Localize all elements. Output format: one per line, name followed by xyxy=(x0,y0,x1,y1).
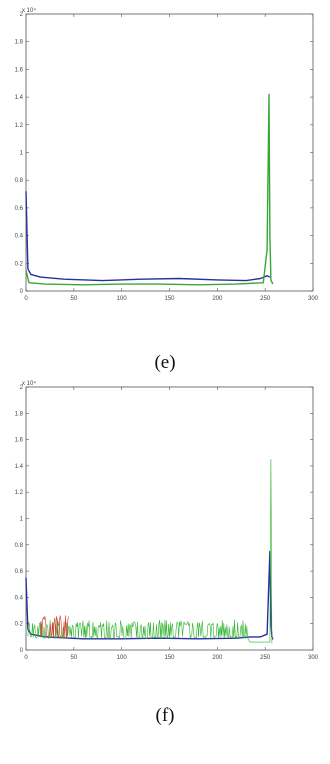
series-green-line xyxy=(25,93,274,286)
panel-label-e: (e) xyxy=(154,352,176,373)
x-tick-label: 300 xyxy=(308,296,319,302)
x-tick-label: 50 xyxy=(70,655,77,661)
x-tick-label: 200 xyxy=(212,655,223,661)
y-tick-label: 1 xyxy=(20,517,24,523)
x-tick-label: 300 xyxy=(308,655,319,661)
y-tick-label: 1.2 xyxy=(15,490,24,496)
series-red-line xyxy=(40,615,69,639)
x-tick-label: 250 xyxy=(260,655,271,661)
series-blue-line xyxy=(25,550,274,640)
chart-f-plot: 0 0.2 0.4 0.6 0.8 1 1.2 1.4 1.6 1.8 2 0 50 100 150 200 2… xyxy=(15,380,319,661)
y-tick-label: 0.4 xyxy=(15,234,24,240)
y-tick-label: 1.2 xyxy=(15,123,24,129)
y-tick-label: 0.4 xyxy=(15,595,24,601)
y-tick-label: 0.2 xyxy=(15,261,24,267)
x-tick-label: 250 xyxy=(260,296,271,302)
y-tick-label: 1 xyxy=(20,151,24,157)
chart-panel-e: 0 0.2 0.4 0.6 0.8 1 1.2 1.4 1.6 1.8 2 0 50 100 150 200 2… xyxy=(15,7,319,373)
x-tick-label: 0 xyxy=(24,655,28,661)
y-tick-label: 0.2 xyxy=(15,622,24,628)
x-tick-label: 100 xyxy=(117,655,128,661)
panel-label-f: (f) xyxy=(155,705,175,726)
y-tick-label: 0.8 xyxy=(15,178,24,184)
x-tick-label: 150 xyxy=(164,296,175,302)
series-green-line xyxy=(27,459,273,644)
x-tick-label: 200 xyxy=(212,296,223,302)
x-tick-label: 150 xyxy=(164,655,175,661)
series-blue-line xyxy=(25,191,271,282)
y-tick-label: 0.6 xyxy=(15,206,24,212)
y-exponent-label: x 10⁴ xyxy=(22,7,36,14)
y-tick-label: 0.8 xyxy=(15,543,24,549)
x-tick-label: 100 xyxy=(117,296,128,302)
y-exponent-label: x 10⁴ xyxy=(22,380,36,387)
y-tick-label: 2 xyxy=(20,385,24,391)
y-tick-label: 1.4 xyxy=(15,95,24,101)
y-tick-label: 0 xyxy=(20,648,24,654)
y-tick-label: 1.8 xyxy=(15,411,24,417)
y-tick-label: 1.6 xyxy=(15,67,24,73)
y-tick-label: 2 xyxy=(20,12,24,18)
x-tick-label: 50 xyxy=(70,296,77,302)
y-tick-label: 0.6 xyxy=(15,569,24,575)
y-tick-label: 1.6 xyxy=(15,438,24,444)
x-tick-label: 0 xyxy=(24,296,28,302)
y-tick-label: 1.8 xyxy=(15,40,24,46)
y-tick-label: 1.4 xyxy=(15,464,24,470)
y-tick-label: 0 xyxy=(20,289,24,295)
chart-e-plot: 0 0.2 0.4 0.6 0.8 1 1.2 1.4 1.6 1.8 2 0 50 100 150 200 2… xyxy=(15,7,319,302)
